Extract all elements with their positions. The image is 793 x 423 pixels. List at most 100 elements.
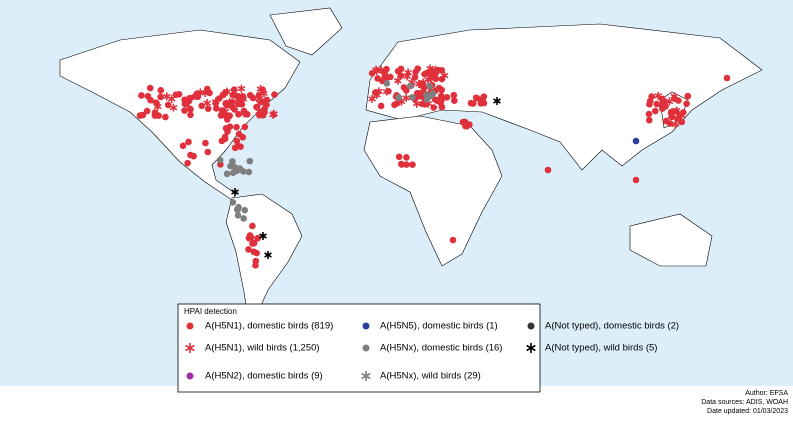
dot-marker bbox=[221, 133, 229, 141]
legend-title: HPAI detection bbox=[184, 307, 237, 316]
star-marker bbox=[382, 87, 391, 96]
legend-label: A(H5Nx), domestic birds (16) bbox=[380, 343, 502, 354]
dot-marker bbox=[246, 157, 254, 165]
dot-marker bbox=[157, 93, 164, 101]
dot-marker bbox=[249, 222, 256, 230]
dot-marker bbox=[435, 84, 443, 92]
dot-marker bbox=[198, 102, 206, 110]
star-marker bbox=[255, 99, 264, 108]
dot-marker bbox=[233, 206, 241, 213]
dot-marker bbox=[409, 161, 416, 168]
dot-marker bbox=[245, 168, 253, 176]
dot-marker bbox=[412, 68, 419, 76]
dot-marker bbox=[675, 97, 682, 104]
star-marker bbox=[426, 64, 435, 73]
star-marker bbox=[402, 93, 411, 102]
star-marker bbox=[225, 98, 234, 107]
dot-marker bbox=[253, 103, 260, 111]
north-america bbox=[59, 29, 301, 201]
star-marker bbox=[185, 343, 195, 353]
dot-marker bbox=[213, 105, 220, 112]
dot-marker bbox=[437, 92, 445, 100]
legend-label: A(Not typed), domestic birds (2) bbox=[545, 321, 679, 332]
legend-label: A(H5N2), domestic birds (9) bbox=[205, 371, 323, 382]
dot-marker bbox=[139, 111, 147, 119]
dot-marker bbox=[249, 94, 257, 102]
dot-marker bbox=[187, 111, 194, 119]
dot-marker bbox=[241, 206, 249, 214]
dot-marker bbox=[186, 372, 194, 380]
dot-marker bbox=[403, 161, 410, 168]
dot-marker bbox=[216, 156, 224, 164]
dot-marker bbox=[241, 123, 249, 131]
dot-marker bbox=[190, 152, 197, 160]
dot-marker bbox=[231, 106, 238, 113]
dot-marker bbox=[204, 105, 212, 112]
star-marker bbox=[424, 75, 432, 84]
legend-label: A(H5Nx), wild birds (29) bbox=[380, 371, 481, 382]
star-marker bbox=[415, 79, 423, 88]
dot-marker bbox=[226, 123, 234, 130]
dot-marker bbox=[172, 91, 180, 98]
star-marker bbox=[404, 68, 412, 77]
credit: Date updated: 01/03/2023 bbox=[707, 408, 788, 415]
dot-marker bbox=[233, 167, 241, 175]
dot-marker bbox=[469, 100, 477, 107]
dot-marker bbox=[430, 104, 437, 111]
star-marker bbox=[259, 232, 267, 240]
dot-marker bbox=[235, 111, 242, 118]
dot-marker bbox=[431, 96, 439, 103]
dot-marker bbox=[146, 84, 154, 92]
dot-marker bbox=[362, 344, 370, 352]
dot-marker bbox=[395, 94, 403, 101]
dot-marker bbox=[409, 94, 416, 101]
dot-marker bbox=[402, 87, 410, 94]
star-marker bbox=[440, 71, 449, 80]
star-marker bbox=[372, 90, 381, 99]
dot-marker bbox=[413, 89, 421, 97]
star-marker bbox=[162, 92, 171, 101]
credit: Author: EFSA bbox=[745, 390, 788, 397]
star-marker bbox=[654, 91, 663, 100]
dot-marker bbox=[263, 96, 271, 104]
star-marker bbox=[169, 103, 178, 112]
star-marker bbox=[269, 110, 277, 119]
south-america bbox=[225, 193, 303, 332]
dot-marker bbox=[678, 118, 686, 126]
dot-marker bbox=[632, 176, 640, 184]
australia bbox=[629, 213, 713, 267]
dot-marker bbox=[377, 102, 385, 110]
dot-marker bbox=[653, 100, 661, 108]
land bbox=[59, 7, 763, 332]
star-marker bbox=[665, 97, 674, 106]
dot-marker bbox=[204, 148, 212, 156]
dot-marker bbox=[387, 73, 394, 81]
dot-marker bbox=[240, 107, 248, 115]
credit: Data sources: ADIS, WOAH bbox=[701, 399, 788, 406]
dot-marker bbox=[235, 130, 243, 138]
star-marker bbox=[255, 107, 264, 116]
dot-marker bbox=[247, 234, 255, 241]
star-marker bbox=[412, 99, 421, 108]
dot-marker bbox=[181, 96, 188, 104]
star-marker bbox=[196, 88, 205, 97]
dot-marker bbox=[403, 154, 410, 161]
dot-marker bbox=[229, 91, 237, 99]
dot-marker bbox=[147, 96, 154, 104]
dot-marker bbox=[245, 246, 252, 253]
dot-marker bbox=[362, 322, 370, 330]
star-marker bbox=[153, 102, 162, 111]
dot-marker bbox=[451, 97, 458, 104]
star-marker bbox=[493, 97, 501, 105]
legend-label: A(H5N5), domestic birds (1) bbox=[380, 321, 498, 332]
dot-marker bbox=[632, 137, 640, 145]
dot-marker bbox=[544, 166, 552, 174]
star-marker bbox=[260, 89, 268, 98]
dot-marker bbox=[411, 73, 419, 81]
dot-marker bbox=[218, 107, 226, 114]
star-marker bbox=[393, 76, 402, 85]
dot-marker bbox=[391, 101, 398, 109]
dot-marker bbox=[222, 100, 229, 107]
dot-marker bbox=[229, 199, 237, 206]
star-marker bbox=[668, 108, 676, 117]
